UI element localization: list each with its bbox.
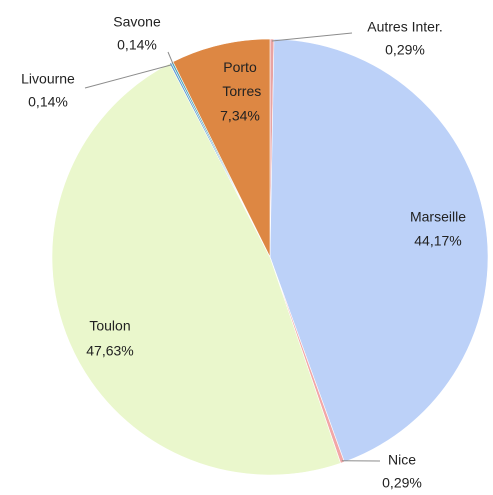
slice-label: Porto Torres bbox=[219, 59, 262, 99]
leader-line bbox=[84, 64, 172, 89]
slice-value-label: 0,29% bbox=[382, 475, 422, 491]
pie-slice bbox=[51, 63, 341, 476]
leader-line bbox=[167, 51, 174, 65]
slice-value-label: 44,17% bbox=[414, 233, 461, 249]
slice-value-label: 47,63% bbox=[86, 343, 133, 359]
slice-label: Livourne bbox=[21, 71, 75, 87]
slice-value-label: 0,14% bbox=[28, 94, 68, 110]
slice-label: Marseille bbox=[410, 209, 466, 225]
leader-line bbox=[271, 32, 353, 42]
slice-value-label: 0,14% bbox=[117, 37, 157, 53]
slice-label: Savone bbox=[113, 14, 161, 30]
slice-value-label: 7,34% bbox=[220, 108, 260, 124]
slice-label: Autres Inter. bbox=[367, 19, 442, 35]
slice-value-label: 0,29% bbox=[385, 42, 425, 58]
slice-label: Nice bbox=[388, 452, 416, 468]
pie-slice bbox=[172, 38, 271, 258]
slice-label: Toulon bbox=[89, 318, 130, 334]
pie-slice bbox=[269, 38, 489, 463]
